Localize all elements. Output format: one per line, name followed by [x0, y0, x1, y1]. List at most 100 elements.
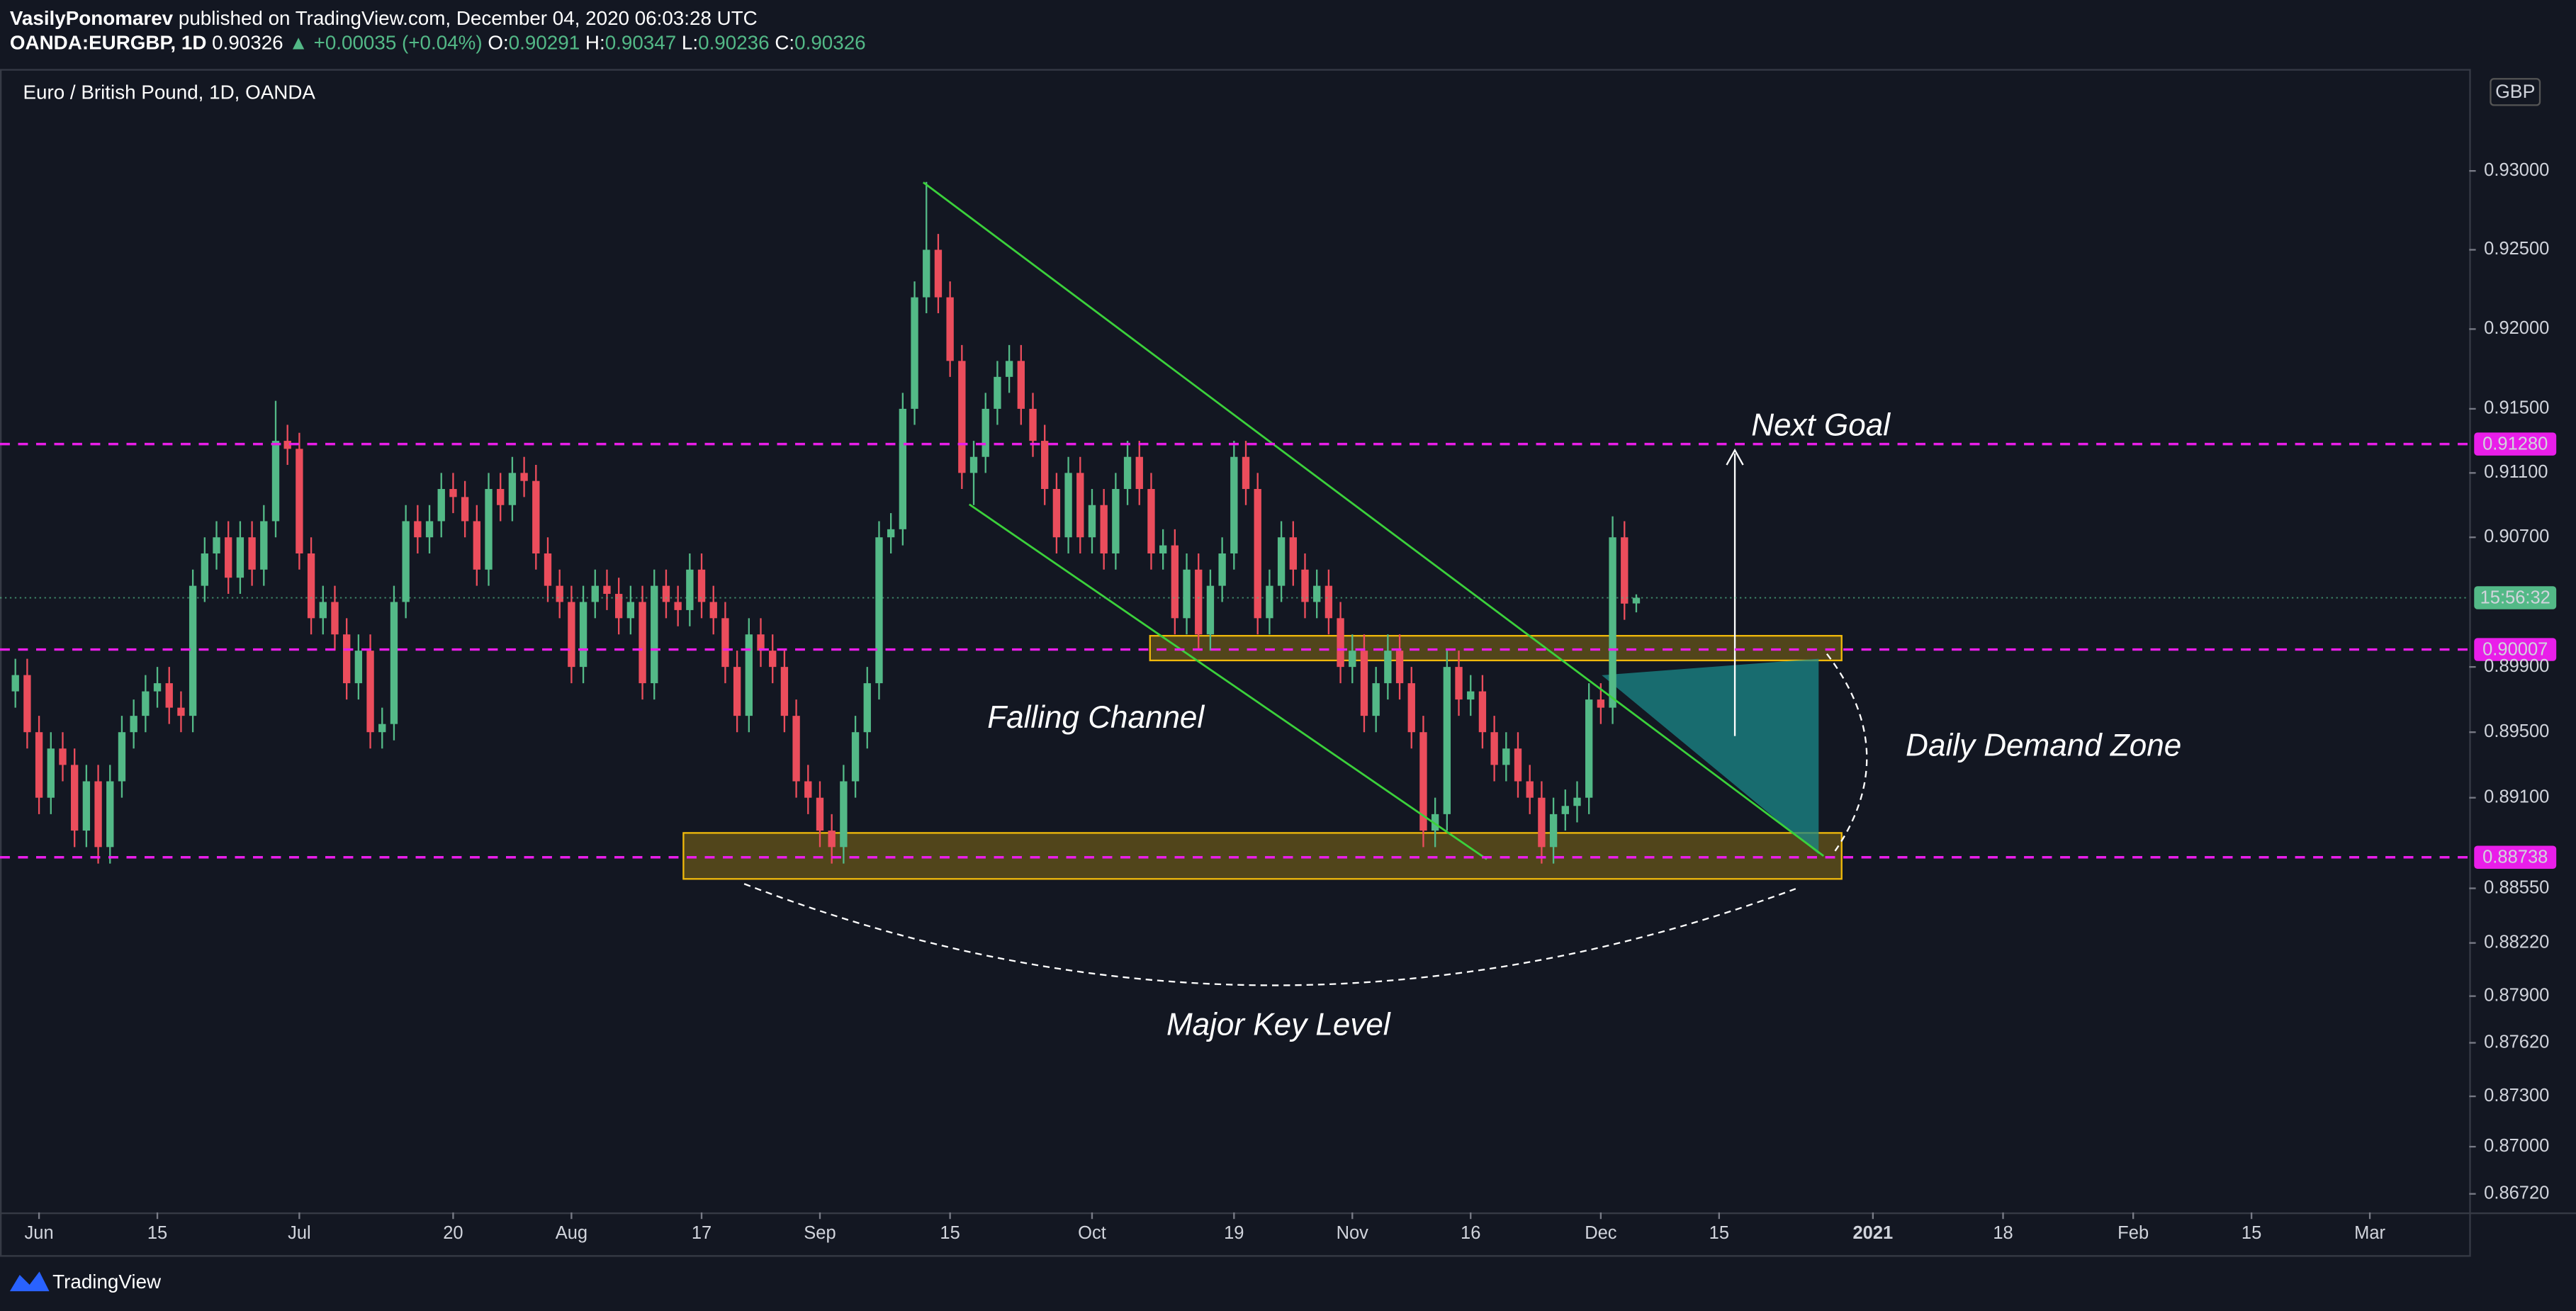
- currency: GBP: [2495, 81, 2535, 102]
- candle-body: [118, 732, 126, 782]
- candle-body: [461, 497, 469, 522]
- annotation: Falling Channel: [987, 700, 1205, 735]
- candle-body: [1337, 618, 1344, 668]
- axes: 0.93000 0.92500 0.92000 0.91500 0.91100 0.907…: [25, 160, 2550, 1243]
- candle-body: [1017, 361, 1025, 409]
- candle-body: [887, 529, 895, 538]
- pane-frame: [0, 69, 2471, 1257]
- candle-body: [1419, 732, 1427, 831]
- candle-body: [1478, 691, 1487, 733]
- candle-body: [378, 724, 386, 733]
- candle-body: [1585, 699, 1593, 798]
- candle-body: [82, 781, 91, 831]
- candle-body: [1242, 456, 1250, 490]
- candle-body: [1407, 683, 1415, 733]
- candle-body: [733, 667, 741, 716]
- x-tick-label: 20: [443, 1223, 463, 1243]
- candle-body: [769, 651, 777, 668]
- candle-body: [1301, 569, 1309, 602]
- candle-body: [225, 537, 232, 578]
- x-tick-label: Dec: [1585, 1223, 1617, 1243]
- key-level-zone: [682, 832, 1843, 880]
- candle-body: [745, 634, 753, 716]
- ohlc-label: H:: [585, 32, 605, 54]
- candle-body: [1621, 537, 1629, 604]
- candle-body: [1324, 585, 1333, 619]
- candle-body: [331, 602, 339, 635]
- candle-body: [1549, 814, 1558, 848]
- y-tick-label: 0.90700: [2484, 527, 2549, 546]
- candle-body: [23, 675, 31, 733]
- level-label-box: [2474, 638, 2557, 661]
- candle-body: [35, 732, 43, 798]
- y-tick-label: 0.92000: [2484, 318, 2549, 338]
- candle-body: [851, 732, 860, 782]
- candle-body: [1609, 537, 1616, 708]
- candle-body: [899, 408, 907, 529]
- candle-body: [497, 489, 505, 505]
- candle-body: [1135, 456, 1143, 490]
- level-label-box: [2474, 432, 2557, 456]
- candle-body: [201, 553, 209, 586]
- candle-body: [875, 537, 883, 684]
- y-tick-label: 0.88220: [2484, 932, 2549, 952]
- candle-body: [840, 781, 848, 848]
- candle-body: [271, 441, 280, 522]
- candle-body: [651, 585, 658, 684]
- candle-body: [1372, 683, 1380, 716]
- ohlc-label: C:: [775, 32, 794, 54]
- target-triangle: [1602, 658, 1819, 855]
- candle-body: [307, 553, 315, 619]
- symbol-line: OANDA:EURGBP, 1D 0.90326 ▲ +0.00035 (+0.…: [10, 32, 866, 54]
- channel-upper: [923, 181, 1825, 857]
- candle-body: [142, 691, 150, 716]
- ohlc-value: 0.90291: [509, 32, 580, 54]
- candle-body: [662, 585, 670, 602]
- candle-body: [614, 594, 623, 619]
- candle-body: [1455, 667, 1463, 700]
- candle-body: [1289, 537, 1297, 570]
- candle-body: [1230, 456, 1238, 553]
- candle-body: [1064, 473, 1072, 538]
- candle-body: [449, 489, 457, 497]
- candle-body: [1147, 489, 1155, 553]
- ohlc-value: 0.90347: [605, 32, 676, 54]
- candle-body: [425, 521, 434, 538]
- candle-body: [366, 651, 374, 733]
- candle-body: [437, 489, 445, 522]
- candle-body: [94, 781, 102, 848]
- x-tick-label: 2021: [1853, 1223, 1894, 1243]
- x-tick-label: Nov: [1337, 1223, 1369, 1243]
- candle-body: [1538, 797, 1546, 848]
- candle-body: [923, 249, 930, 298]
- levels: 0.91280 0.90007 0.88738 15:56:32: [0, 432, 2557, 869]
- candle-body: [189, 585, 197, 716]
- y-tick-label: 0.89900: [2484, 656, 2549, 676]
- annotation: Major Key Level: [1166, 1008, 1391, 1042]
- ohlc-value: 0.90326: [794, 32, 865, 54]
- annotation: Next Goal: [1751, 407, 1891, 442]
- candle-body: [508, 473, 517, 505]
- ohlc-value: 0.90236: [698, 32, 769, 54]
- currency-badge: [2490, 78, 2541, 106]
- candle-body: [1490, 732, 1498, 765]
- candle-body: [47, 748, 55, 798]
- candle-body: [1395, 651, 1404, 684]
- x-tick-label: Jun: [25, 1223, 54, 1243]
- candle-body: [106, 781, 114, 848]
- candle-body: [153, 683, 162, 692]
- change: ▲ +0.00035 (+0.04%): [288, 32, 482, 54]
- candle-body: [1183, 569, 1191, 619]
- y-tick-label: 0.89100: [2484, 787, 2549, 806]
- candle-body: [1088, 505, 1096, 538]
- candle-body: [1313, 585, 1321, 602]
- candle-body: [1573, 797, 1581, 806]
- x-tick-label: Feb: [2117, 1223, 2149, 1243]
- candle-body: [532, 480, 540, 553]
- candle-body: [1254, 489, 1261, 619]
- level-label: 0.88738: [2482, 848, 2548, 867]
- level-label-box: [2474, 845, 2557, 869]
- author: VasilyPonomarev: [10, 7, 174, 29]
